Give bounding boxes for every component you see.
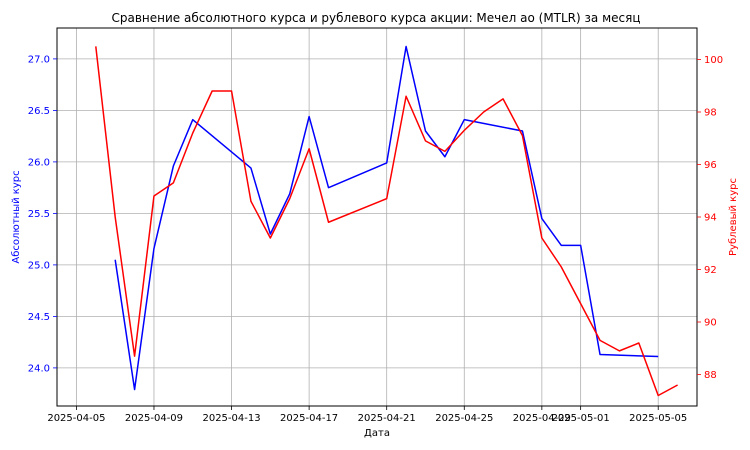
left-axis-ticks: 24.0 24.5 25.0 25.5 26.0 26.5 27.0: [28, 54, 57, 374]
x-axis-ticks: 2025-04-05 2025-04-09 2025-04-13 2025-04-17…: [47, 406, 687, 424]
x-tick-label: 2025-04-21: [358, 413, 416, 424]
left-tick-label: 25.0: [28, 260, 50, 271]
absolute-price-line: [114, 45, 659, 391]
left-tick-label: 24.5: [28, 312, 50, 323]
left-tick-label: 26.0: [28, 157, 50, 168]
x-tick-label: 2025-04-29: [513, 413, 571, 424]
x-tick-label: 2025-04-17: [280, 413, 338, 424]
chart-title: Сравнение абсолютного курса и рублевого …: [111, 11, 640, 25]
right-tick-label: 96: [704, 160, 717, 171]
left-tick-label: 24.0: [28, 363, 50, 374]
grid: [57, 28, 697, 406]
right-tick-label: 100: [704, 55, 723, 66]
x-tick-label: 2025-04-13: [202, 413, 260, 424]
x-tick-label: 2025-05-01: [552, 413, 610, 424]
right-tick-label: 98: [704, 108, 717, 119]
right-axis-ticks: 88 90 92 94 96 98 100: [697, 55, 723, 381]
left-tick-label: 25.5: [28, 209, 50, 220]
right-tick-label: 92: [704, 265, 717, 276]
x-tick-label: 2025-04-25: [435, 413, 493, 424]
x-tick-label: 2025-05-05: [629, 413, 687, 424]
right-axis-label: Рублевый курс: [728, 178, 739, 256]
x-axis-label: Дата: [364, 428, 390, 439]
left-tick-label: 27.0: [28, 54, 50, 65]
right-tick-label: 88: [704, 370, 717, 381]
right-tick-label: 90: [704, 318, 717, 329]
x-tick-label: 2025-04-09: [125, 413, 183, 424]
x-tick-label: 2025-04-05: [47, 413, 105, 424]
ruble-price-line: [95, 46, 678, 397]
left-axis-label: Абсолютный курс: [11, 170, 22, 263]
left-tick-label: 26.5: [28, 106, 50, 117]
plot-frame: [56, 27, 698, 407]
series-layer: [95, 45, 678, 397]
right-tick-label: 94: [704, 213, 717, 224]
